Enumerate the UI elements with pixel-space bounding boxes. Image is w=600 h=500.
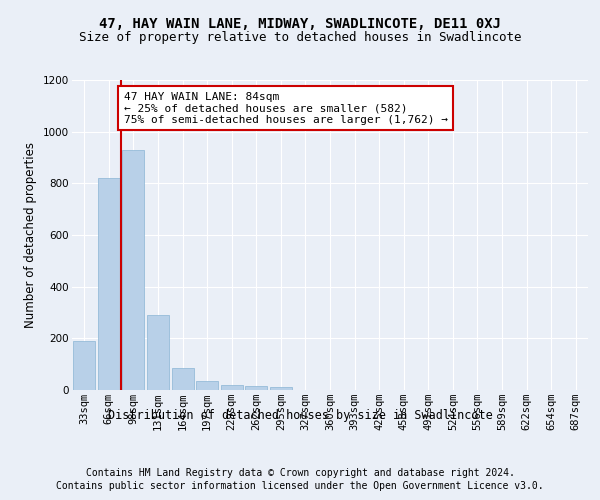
- Text: Distribution of detached houses by size in Swadlincote: Distribution of detached houses by size …: [107, 408, 493, 422]
- Text: Size of property relative to detached houses in Swadlincote: Size of property relative to detached ho…: [79, 31, 521, 44]
- Text: Contains public sector information licensed under the Open Government Licence v3: Contains public sector information licen…: [56, 481, 544, 491]
- Bar: [270, 388, 292, 390]
- Text: 47, HAY WAIN LANE, MIDWAY, SWADLINCOTE, DE11 0XJ: 47, HAY WAIN LANE, MIDWAY, SWADLINCOTE, …: [99, 18, 501, 32]
- Bar: [98, 178, 120, 390]
- Bar: [245, 386, 268, 390]
- Y-axis label: Number of detached properties: Number of detached properties: [25, 142, 37, 328]
- Bar: [122, 150, 145, 390]
- Text: Contains HM Land Registry data © Crown copyright and database right 2024.: Contains HM Land Registry data © Crown c…: [86, 468, 514, 477]
- Bar: [147, 315, 169, 390]
- Bar: [196, 381, 218, 390]
- Bar: [221, 385, 243, 390]
- Text: 47 HAY WAIN LANE: 84sqm
← 25% of detached houses are smaller (582)
75% of semi-d: 47 HAY WAIN LANE: 84sqm ← 25% of detache…: [124, 92, 448, 125]
- Bar: [172, 368, 194, 390]
- Bar: [73, 341, 95, 390]
